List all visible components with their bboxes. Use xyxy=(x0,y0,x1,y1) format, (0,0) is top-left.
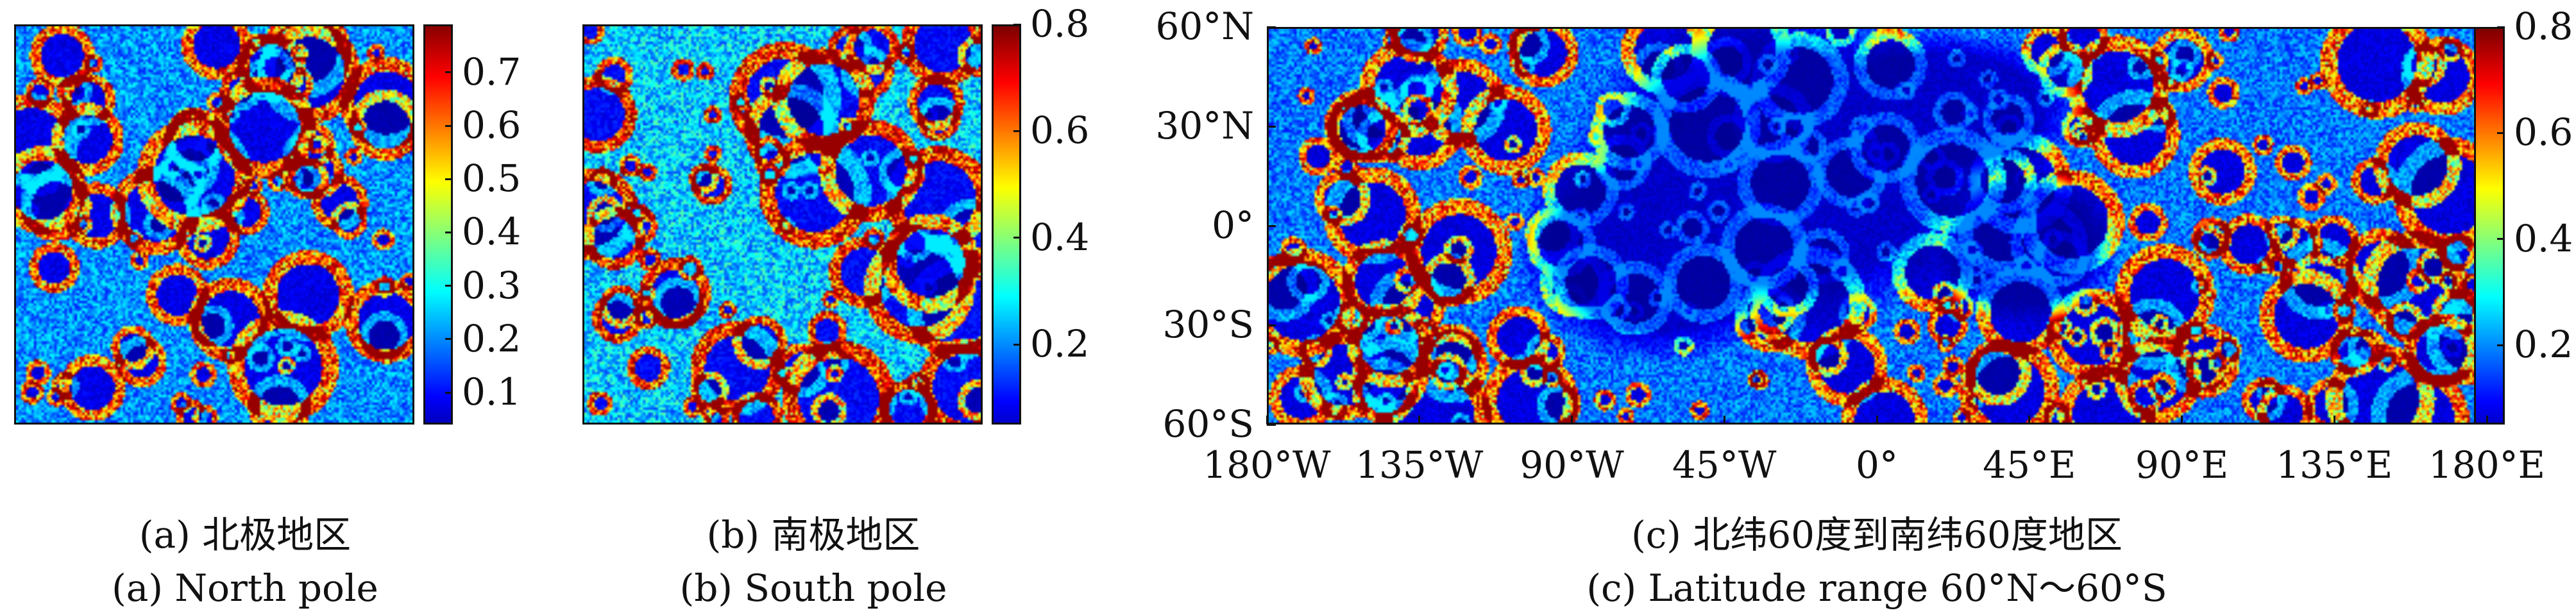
x-axis-tick-label: 135°W xyxy=(1355,443,1484,487)
y-axis-tick xyxy=(1267,125,1276,128)
south-pole-heatmap-canvas xyxy=(584,26,981,423)
x-axis-tick xyxy=(2333,416,2335,425)
south-pole-colorbar xyxy=(992,24,1021,425)
x-axis-tick xyxy=(2181,416,2183,425)
x-axis-tick xyxy=(1723,416,1725,425)
y-axis-tick xyxy=(1267,423,1276,426)
north-pole-colorbar xyxy=(423,24,453,425)
latitude-range-colorbar-tick-label: 0.6 xyxy=(2514,110,2573,155)
x-axis-tick xyxy=(1418,416,1421,425)
latitude-range-colorbar-tick xyxy=(2497,26,2505,28)
x-axis-tick-label: 180°E xyxy=(2428,443,2546,487)
x-axis-tick-label: 90°W xyxy=(1520,443,1624,487)
y-axis-tick-label: 30°N xyxy=(1155,104,1254,147)
y-axis-tick-label: 60°N xyxy=(1155,4,1254,48)
south-pole-colorbar-tick-label: 0.4 xyxy=(1030,215,1090,259)
x-axis-tick-label: 45°E xyxy=(1983,443,2076,487)
x-axis-tick xyxy=(1876,416,1878,425)
x-axis-tick-label: 0° xyxy=(1856,443,1898,487)
y-axis-tick xyxy=(1267,26,1276,28)
latitude-range-colorbar-tick-label: 0.2 xyxy=(2514,323,2573,366)
latitude-range-caption-zh: (c) 北纬60度到南纬60度地区 xyxy=(1631,513,2123,557)
latitude-range-caption-en: (c) Latitude range 60°N～60°S xyxy=(1586,566,2167,610)
x-axis-tick-label: 90°E xyxy=(2135,443,2229,487)
north-pole-colorbar-tick-label: 0.1 xyxy=(462,370,521,414)
north-pole-caption-zh: (a) 北极地区 xyxy=(139,513,352,557)
south-pole-colorbar-tick-label: 0.8 xyxy=(1030,2,1090,46)
latitude-range-colorbar-tick xyxy=(2497,131,2505,134)
north-pole-colorbar-tick-label: 0.6 xyxy=(462,103,521,147)
north-pole-colorbar-tick xyxy=(445,338,453,341)
south-pole-colorbar-tick xyxy=(1013,343,1021,346)
north-pole-caption-en: (a) North pole xyxy=(112,566,378,610)
latitude-range-colorbar-tick xyxy=(2497,344,2505,346)
latitude-range-colorbar xyxy=(2474,27,2505,425)
latitude-range-heatmap xyxy=(1267,27,2487,425)
north-pole-heatmap xyxy=(14,24,414,425)
x-axis-tick xyxy=(2028,416,2031,425)
y-axis-tick-label: 0° xyxy=(1212,203,1254,247)
south-pole-colorbar-gradient xyxy=(994,26,1019,423)
north-pole-colorbar-tick xyxy=(445,391,453,394)
x-axis-tick xyxy=(1571,416,1573,425)
north-pole-colorbar-tick xyxy=(445,231,453,233)
x-axis-tick-label: 135°E xyxy=(2276,443,2393,487)
north-pole-colorbar-tick xyxy=(445,285,453,287)
latitude-range-colorbar-gradient xyxy=(2476,29,2503,423)
x-axis-tick-label: 180°W xyxy=(1203,443,1331,487)
south-pole-heatmap xyxy=(582,24,983,425)
x-axis-tick xyxy=(1266,416,1268,425)
north-pole-colorbar-gradient xyxy=(425,26,451,423)
south-pole-caption-en: (b) South pole xyxy=(679,566,947,610)
x-axis-tick-label: 45°W xyxy=(1672,443,1777,487)
north-pole-colorbar-tick xyxy=(445,178,453,180)
south-pole-colorbar-tick xyxy=(1013,237,1021,239)
y-axis-tick-label: 30°S xyxy=(1162,303,1254,346)
north-pole-colorbar-tick-label: 0.5 xyxy=(462,156,521,201)
y-axis-tick xyxy=(1267,324,1276,326)
south-pole-colorbar-tick xyxy=(1013,130,1021,132)
y-axis-tick xyxy=(1267,224,1276,227)
x-axis-tick xyxy=(2486,416,2488,425)
south-pole-colorbar-tick-label: 0.6 xyxy=(1030,108,1090,153)
north-pole-colorbar-tick-label: 0.2 xyxy=(462,316,521,360)
north-pole-colorbar-tick-label: 0.3 xyxy=(462,263,521,307)
north-pole-colorbar-tick xyxy=(445,71,453,74)
north-pole-colorbar-tick xyxy=(445,124,453,127)
latitude-range-colorbar-tick-label: 0.4 xyxy=(2514,216,2573,260)
latitude-range-colorbar-tick-label: 0.8 xyxy=(2514,4,2573,48)
y-axis-tick-label: 60°S xyxy=(1162,402,1254,446)
north-pole-colorbar-tick-label: 0.4 xyxy=(462,210,521,254)
latitude-range-colorbar-tick xyxy=(2497,238,2505,240)
south-pole-colorbar-tick xyxy=(1013,23,1021,26)
south-pole-colorbar-tick-label: 0.2 xyxy=(1030,322,1090,366)
latitude-range-heatmap-canvas xyxy=(1269,29,2485,423)
south-pole-caption-zh: (b) 南极地区 xyxy=(706,513,920,557)
north-pole-heatmap-canvas xyxy=(16,26,412,423)
north-pole-colorbar-tick-label: 0.7 xyxy=(462,49,521,94)
